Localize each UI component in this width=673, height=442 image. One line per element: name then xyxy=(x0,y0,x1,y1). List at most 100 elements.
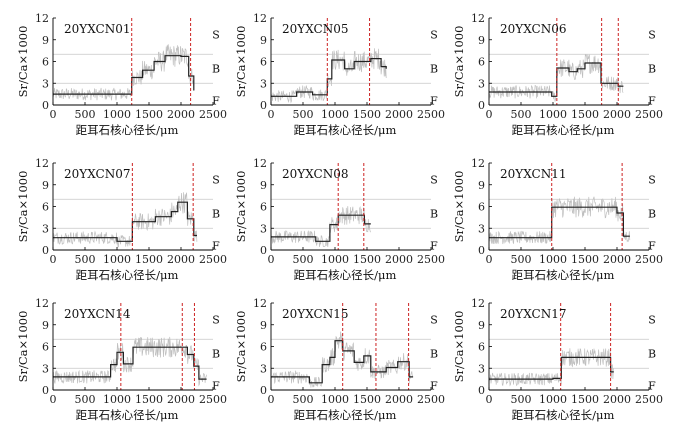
x-axis-title: 距耳石核心径长/μm xyxy=(294,408,397,422)
panel-20yxcn07: 0 3 6 9 12 0 500 1000 1500 2000 2500 20YXCN07 S B F 距耳石… xyxy=(16,157,227,282)
zone-label-b: B xyxy=(430,347,438,360)
y-tick-label: 9 xyxy=(42,319,49,332)
y-tick-label: 12 xyxy=(253,12,267,25)
y-tick-label: 9 xyxy=(478,179,485,192)
y-tick-label: 12 xyxy=(253,297,267,310)
x-tick-label: 2500 xyxy=(635,108,663,121)
panel-20yxcn17: 0 3 6 9 12 0 500 1000 1500 2000 2500 20YXCN17 S B F 距耳石… xyxy=(452,297,663,422)
zone-label-f: F xyxy=(430,379,438,392)
raw-series-line xyxy=(270,331,414,388)
panel-title: 20YXCN01 xyxy=(64,22,130,36)
x-tick-label: 500 xyxy=(293,108,314,121)
x-tick-label: 0 xyxy=(268,253,275,266)
x-tick-label: 500 xyxy=(75,253,96,266)
zone-label-s: S xyxy=(648,313,656,326)
x-tick-label: 1500 xyxy=(353,108,381,121)
y-tick-label: 9 xyxy=(478,34,485,47)
y-axis-title: Sr/Ca×1000 xyxy=(234,171,248,243)
zone-label-f: F xyxy=(430,239,438,252)
y-tick-label: 12 xyxy=(35,12,49,25)
y-tick-label: 0 xyxy=(478,244,485,257)
x-tick-label: 500 xyxy=(511,393,532,406)
x-tick-label: 1500 xyxy=(353,253,381,266)
y-axis-title: Sr/Ca×1000 xyxy=(452,311,466,383)
zone-label-b: B xyxy=(648,207,656,220)
x-tick-label: 2000 xyxy=(603,393,631,406)
zone-label-s: S xyxy=(212,28,220,41)
x-axis-title: 距耳石核心径长/μm xyxy=(76,123,179,137)
y-axis-title: Sr/Ca×1000 xyxy=(16,171,30,243)
zone-label-f: F xyxy=(212,379,220,392)
x-tick-label: 1000 xyxy=(103,393,131,406)
y-tick-label: 3 xyxy=(42,77,49,90)
y-tick-label: 0 xyxy=(260,99,267,112)
x-tick-label: 2500 xyxy=(417,108,445,121)
x-tick-label: 1500 xyxy=(135,108,163,121)
x-tick-label: 0 xyxy=(50,393,57,406)
x-axis-title: 距耳石核心径长/μm xyxy=(512,268,615,282)
x-tick-label: 0 xyxy=(486,393,493,406)
y-tick-label: 6 xyxy=(260,56,267,69)
x-tick-label: 500 xyxy=(293,253,314,266)
raw-series-line xyxy=(488,196,631,245)
y-tick-label: 12 xyxy=(471,157,485,170)
panel-title: 20YXCN11 xyxy=(500,167,566,181)
zone-label-b: B xyxy=(430,62,438,75)
panel-20yxcn08: 0 3 6 9 12 0 500 1000 1500 2000 2500 20YXCN08 S B F 距耳石… xyxy=(234,157,445,282)
y-tick-label: 6 xyxy=(260,341,267,354)
panel-20yxcn05: 0 3 6 9 12 0 500 1000 1500 2000 2500 20YXCN05 S B F 距耳石… xyxy=(234,12,445,137)
zone-label-s: S xyxy=(430,313,438,326)
zone-label-b: B xyxy=(212,347,220,360)
y-tick-label: 6 xyxy=(478,56,485,69)
fitted-step-line xyxy=(53,346,207,380)
y-tick-label: 9 xyxy=(478,319,485,332)
y-tick-label: 12 xyxy=(35,157,49,170)
x-tick-label: 2500 xyxy=(199,253,227,266)
zone-label-b: B xyxy=(212,62,220,75)
zone-label-s: S xyxy=(430,173,438,186)
fitted-step-line xyxy=(271,58,387,97)
zone-label-f: F xyxy=(212,239,220,252)
zone-label-f: F xyxy=(648,239,656,252)
y-axis-title: Sr/Ca×1000 xyxy=(234,26,248,98)
x-tick-label: 2000 xyxy=(385,108,413,121)
panel-title: 20YXCN06 xyxy=(500,22,566,36)
raw-series-line xyxy=(270,205,371,248)
y-tick-label: 3 xyxy=(260,77,267,90)
x-tick-label: 2500 xyxy=(417,393,445,406)
x-tick-label: 500 xyxy=(511,108,532,121)
zone-label-f: F xyxy=(430,94,438,107)
x-axis-title: 距耳石核心径长/μm xyxy=(76,408,179,422)
zone-label-f: F xyxy=(212,94,220,107)
y-tick-label: 3 xyxy=(478,77,485,90)
x-tick-label: 500 xyxy=(75,108,96,121)
x-tick-label: 1000 xyxy=(321,108,349,121)
zone-label-s: S xyxy=(648,28,656,41)
x-tick-label: 500 xyxy=(293,393,314,406)
panel-20yxcn01: 0 3 6 9 12 0 500 1000 1500 2000 2500 20YXCN01 S B F 距耳石… xyxy=(16,12,227,137)
y-axis-title: Sr/Ca×1000 xyxy=(16,311,30,383)
y-tick-label: 6 xyxy=(478,201,485,214)
y-tick-label: 12 xyxy=(253,157,267,170)
x-axis-title: 距耳石核心径长/μm xyxy=(512,408,615,422)
y-tick-label: 6 xyxy=(42,341,49,354)
fitted-step-line xyxy=(271,340,414,384)
panel-20yxcn11: 0 3 6 9 12 0 500 1000 1500 2000 2500 20YXCN11 S B F 距耳石… xyxy=(452,157,663,282)
x-tick-label: 2000 xyxy=(603,253,631,266)
fitted-step-line xyxy=(53,201,197,242)
x-tick-label: 2000 xyxy=(167,108,195,121)
zone-label-b: B xyxy=(648,347,656,360)
y-tick-label: 0 xyxy=(260,244,267,257)
x-tick-label: 1500 xyxy=(135,393,163,406)
x-tick-label: 2500 xyxy=(635,393,663,406)
y-tick-label: 6 xyxy=(42,56,49,69)
y-tick-label: 9 xyxy=(42,34,49,47)
fitted-step-line xyxy=(489,62,624,97)
y-tick-label: 3 xyxy=(42,222,49,235)
x-tick-label: 1000 xyxy=(539,108,567,121)
x-tick-label: 1500 xyxy=(135,253,163,266)
zone-label-s: S xyxy=(212,313,220,326)
x-axis-title: 距耳石核心径长/μm xyxy=(294,268,397,282)
y-tick-label: 3 xyxy=(478,362,485,375)
